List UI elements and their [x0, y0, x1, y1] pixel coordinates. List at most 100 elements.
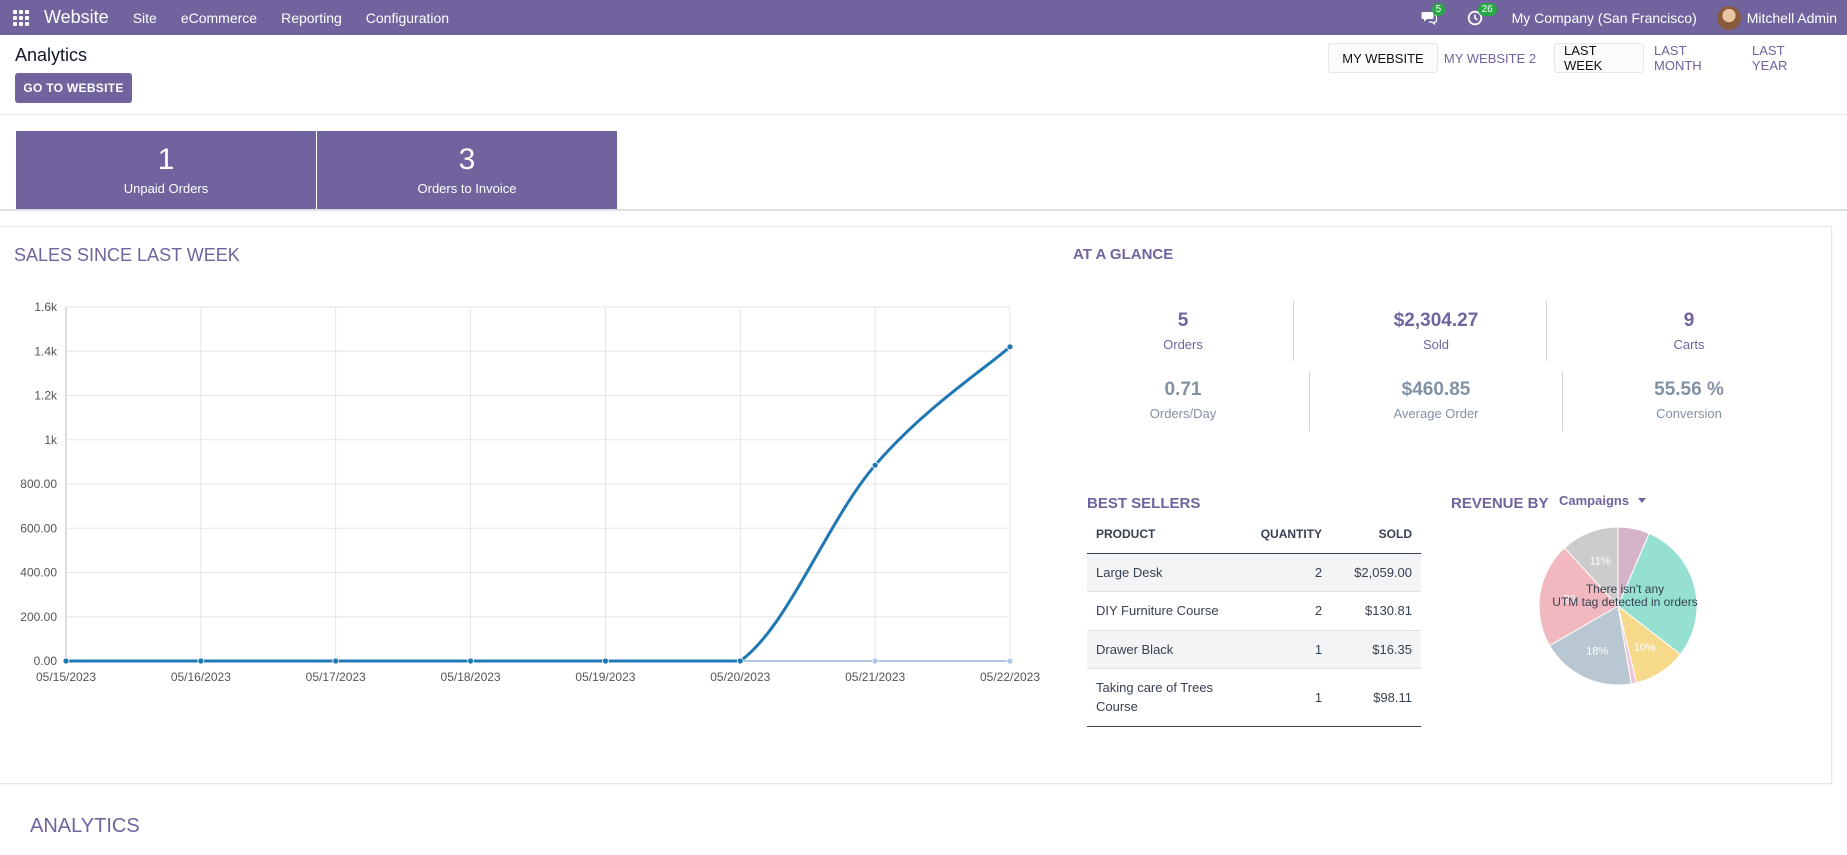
pie-slice — [1563, 526, 1619, 608]
x-tick-label: 05/20/2023 — [710, 670, 770, 684]
x-tick-label: 05/21/2023 — [845, 670, 905, 684]
data-point — [871, 657, 879, 665]
revenue-pie-chart: 10% 18% 20 11% — [1538, 526, 1698, 686]
series-line — [65, 345, 1011, 663]
revenue-by-title: REVENUE BY — [1451, 495, 1549, 512]
stat-orders: 5 Orders — [1083, 310, 1283, 352]
y-tick-label: 800.00 — [20, 477, 57, 491]
table-row[interactable]: Drawer Black 1 $16.35 — [1087, 630, 1421, 669]
website-my-website-2-button[interactable]: MY WEBSITE 2 — [1443, 50, 1537, 66]
top-navbar: Website Site eCommerce Reporting Configu… — [0, 0, 1847, 35]
table-row[interactable]: Large Desk 2 $2,059.00 — [1087, 553, 1421, 592]
data-point — [871, 461, 879, 469]
y-tick-label: 400.00 — [20, 566, 57, 580]
stat-orders-per-day: 0.71 Orders/Day — [1083, 379, 1283, 421]
quantity-cell: 1 — [1237, 668, 1332, 727]
sold-cell: $130.81 — [1331, 591, 1421, 631]
kpi-label: Unpaid Orders — [123, 181, 209, 196]
period-last-week-button[interactable]: LAST WEEK — [1554, 43, 1644, 73]
data-point — [602, 657, 609, 665]
menu-ecommerce[interactable]: eCommerce — [180, 9, 258, 26]
page-title: Analytics — [15, 45, 88, 65]
stat-sold: $2,304.27 Sold — [1336, 310, 1536, 352]
company-switcher[interactable]: My Company (San Francisco) — [1511, 9, 1697, 26]
pie-slice — [1617, 532, 1698, 656]
best-sellers-table: PRODUCT QUANTITY SOLD Large Desk 2 $2,05… — [1087, 515, 1421, 727]
at-a-glance-title: AT A GLANCE — [1073, 246, 1174, 263]
user-menu[interactable]: Mitchell Admin — [1716, 5, 1837, 30]
product-cell: DIY Furniture Course — [1087, 591, 1237, 631]
kpi-unpaid-orders[interactable]: 1 Unpaid Orders — [16, 131, 316, 209]
stat-average-order: $460.85 Average Order — [1336, 379, 1536, 421]
caret-down-icon — [1637, 498, 1646, 504]
stat-value: 9 — [1683, 310, 1695, 331]
stat-label: Carts — [1673, 337, 1705, 352]
pie-slice — [1538, 547, 1619, 647]
period-last-month-button[interactable]: LAST MONTH — [1654, 43, 1702, 73]
y-tick-label: 1k — [44, 433, 58, 447]
stat-divider — [1546, 301, 1547, 361]
column-header-product[interactable]: PRODUCT — [1087, 515, 1237, 554]
stat-value: $2,304.27 — [1393, 310, 1479, 331]
data-point — [197, 657, 205, 665]
pie-slice-label: 20 — [1563, 594, 1575, 606]
control-panel: Analytics GO TO WEBSITE MY WEBSITE MY WE… — [0, 35, 1847, 115]
product-cell: Large Desk — [1087, 553, 1237, 592]
dashboard-card: SALES SINCE LAST WEEK 0.00 200.00 400.00 60… — [0, 226, 1832, 784]
stat-divider — [1309, 371, 1310, 431]
column-header-sold[interactable]: SOLD — [1331, 515, 1421, 554]
x-tick-label: 05/19/2023 — [575, 670, 635, 684]
stat-conversion: 55.56 % Conversion — [1589, 379, 1789, 421]
kpi-orders-to-invoice[interactable]: 3 Orders to Invoice — [317, 131, 617, 209]
table-row[interactable]: Taking care of Trees Course 1 $98.11 — [1087, 668, 1421, 727]
avatar — [1716, 5, 1741, 30]
y-tick-label: 0.00 — [34, 654, 58, 668]
quantity-cell: 2 — [1237, 553, 1332, 592]
analytics-section-title: ANALYTICS — [30, 815, 140, 837]
sold-cell: $16.35 — [1331, 630, 1421, 669]
sales-section-title: SALES SINCE LAST WEEK — [14, 245, 240, 265]
stat-label: Orders/Day — [1149, 406, 1217, 421]
menu-configuration[interactable]: Configuration — [365, 9, 450, 26]
data-point — [332, 657, 340, 665]
menu-site[interactable]: Site — [132, 9, 157, 26]
stat-label: Sold — [1422, 337, 1450, 352]
period-last-year-button[interactable]: LAST YEAR — [1752, 43, 1788, 73]
pie-slice-label: 10% — [1634, 642, 1656, 654]
y-tick-label: 1.6k — [34, 300, 58, 314]
activities-clock-icon[interactable]: 26 — [1466, 2, 1497, 27]
messages-icon[interactable]: 5 — [1420, 2, 1446, 27]
kpi-label: Orders to Invoice — [417, 181, 517, 196]
pie-slice-label: 18% — [1586, 645, 1608, 657]
stat-label: Average Order — [1393, 406, 1479, 421]
quantity-cell: 2 — [1237, 591, 1332, 631]
go-to-website-button[interactable]: GO TO WEBSITE — [15, 73, 132, 103]
menu-reporting[interactable]: Reporting — [281, 9, 342, 26]
y-tick-label: 1.4k — [34, 344, 58, 358]
sales-line-chart: 0.00 200.00 400.00 600.00 800.00 1k 1.2k 1.4k 1.… — [20, 300, 1040, 684]
kpi-area: 1 Unpaid Orders 3 Orders to Invoice — [0, 116, 1847, 211]
sold-cell: $2,059.00 — [1331, 553, 1421, 592]
x-tick-label: 05/18/2023 — [441, 670, 501, 684]
pie-slice — [1548, 605, 1632, 686]
x-tick-label: 05/22/2023 — [980, 670, 1040, 684]
website-my-website-button[interactable]: MY WEBSITE — [1328, 43, 1438, 73]
stat-label: Orders — [1163, 337, 1203, 352]
stat-value: $460.85 — [1401, 379, 1471, 400]
column-header-quantity[interactable]: QUANTITY — [1237, 515, 1332, 554]
app-brand[interactable]: Website — [44, 7, 109, 27]
product-cell: Drawer Black — [1087, 630, 1237, 669]
data-point — [1006, 343, 1014, 351]
stat-value: 0.71 — [1164, 379, 1202, 400]
stat-value: 5 — [1177, 310, 1189, 331]
stat-divider — [1293, 301, 1294, 361]
data-point — [62, 657, 70, 665]
quantity-cell: 1 — [1237, 630, 1332, 669]
x-tick-label: 05/16/2023 — [171, 670, 231, 684]
product-cell: Taking care of Trees Course — [1087, 668, 1237, 727]
table-row[interactable]: DIY Furniture Course 2 $130.81 — [1087, 591, 1421, 631]
revenue-dimension-dropdown[interactable]: Campaigns — [1559, 493, 1646, 508]
data-point — [736, 657, 744, 665]
pie-slice-label: 11% — [1590, 555, 1611, 567]
app-menu-icon[interactable] — [0, 0, 42, 35]
